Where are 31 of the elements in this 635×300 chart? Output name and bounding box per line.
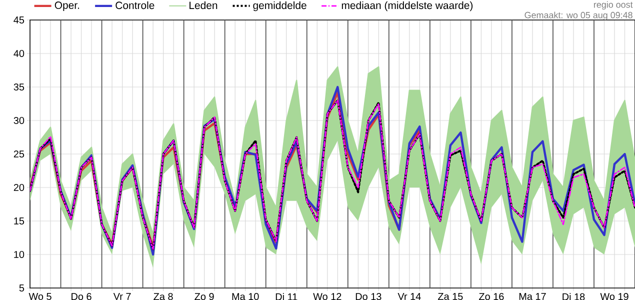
y-tick-label: 45: [14, 16, 24, 24]
x-tick-label: Vr 14: [398, 293, 421, 300]
x-tick-label: Do 13: [356, 293, 382, 300]
text: regio oost: [594, 1, 633, 10]
y-tick-label: 5: [19, 284, 24, 292]
y-tick-label: 40: [14, 50, 24, 58]
x-tick-label: Di 18: [562, 293, 585, 300]
x-tick-label: Zo 16: [479, 293, 504, 300]
x-tick-label: Za 8: [154, 293, 173, 300]
y-tick-label: 35: [14, 83, 24, 91]
legend-label: Controle: [116, 1, 154, 10]
x-tick-label: Wo 19: [600, 293, 628, 300]
y-tick-label: 20: [14, 184, 24, 192]
y-tick-label: 25: [14, 150, 24, 158]
x-tick-label: Do 6: [72, 293, 92, 300]
x-tick-label: Za 15: [438, 293, 463, 300]
x-tick-label: Vr 7: [113, 293, 131, 300]
x-tick-label: Wo 12: [313, 293, 342, 300]
legend-label: gemiddelde: [253, 1, 306, 12]
annotation: Gemaakt: wo 05 aug 09:48: [524, 12, 632, 20]
y-tick-label: 10: [14, 250, 24, 258]
x-tick-label: Wo 5: [28, 293, 52, 300]
y-tick-label: 15: [14, 218, 24, 224]
x-tick-label: Ma 10: [232, 293, 259, 300]
x-tick-label: Di 11: [276, 293, 298, 300]
y-tick-label: 30: [14, 116, 24, 124]
legend-label: mediaan (middelste waarde): [342, 1, 473, 12]
x-tick-label: Zo 9: [194, 293, 214, 300]
x-tick-label: Ma 17: [519, 293, 546, 300]
legend-label: Oper.: [54, 2, 80, 11]
legend-label: Leden: [190, 1, 218, 10]
